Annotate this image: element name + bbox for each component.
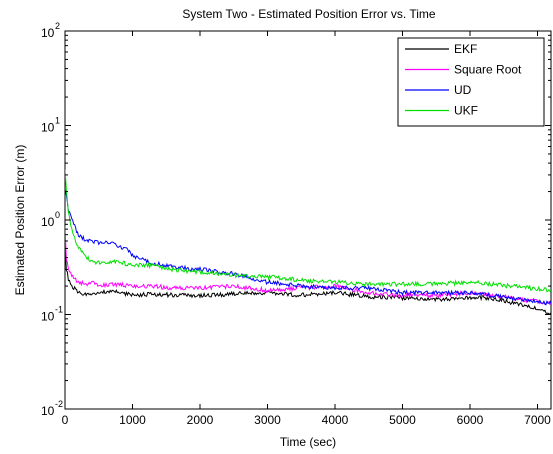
x-tick-label: 0 [62,413,69,427]
legend-items: EKF Square Root UD UKF [405,42,522,118]
y-tick-label: 10 [41,215,55,229]
y-tick-label: 10 [41,310,55,324]
legend-label-ud: UD [454,83,472,97]
y-tick-label: 10 [41,26,55,40]
y-tick-label-exponent: 2 [55,21,60,31]
y-axis-label: Estimated Position Error (m) [13,145,27,296]
x-tick-label: 6000 [457,413,484,427]
x-tick-label: 1000 [119,413,146,427]
series-layer [65,169,551,315]
y-tick-label-exponent: 1 [55,116,60,126]
y-tick-label-exponent: -1 [55,305,63,315]
series-line-ud [65,188,551,306]
chart-title: System Two - Estimated Position Error vs… [182,7,436,21]
x-tick-label: 2000 [187,413,214,427]
y-tick-label: 10 [41,121,55,135]
x-tick-label: 5000 [389,413,416,427]
series-line-ekf [65,245,551,315]
legend-label-ukf: UKF [454,104,478,118]
y-tick-label-exponent: 0 [55,210,60,220]
x-tick-label: 3000 [254,413,281,427]
x-tick-label: 4000 [322,413,349,427]
legend-label-square-root: Square Root [454,63,522,77]
x-axis-label: Time (sec) [280,435,336,449]
series-line-ukf [65,169,551,293]
x-tick-label: 7000 [524,413,551,427]
y-tick-label-exponent: -2 [55,399,63,409]
legend-box [397,37,545,127]
legend: EKF Square Root UD UKF [397,37,545,127]
legend-label-ekf: EKF [454,42,477,56]
y-tick-label: 10 [41,404,55,418]
